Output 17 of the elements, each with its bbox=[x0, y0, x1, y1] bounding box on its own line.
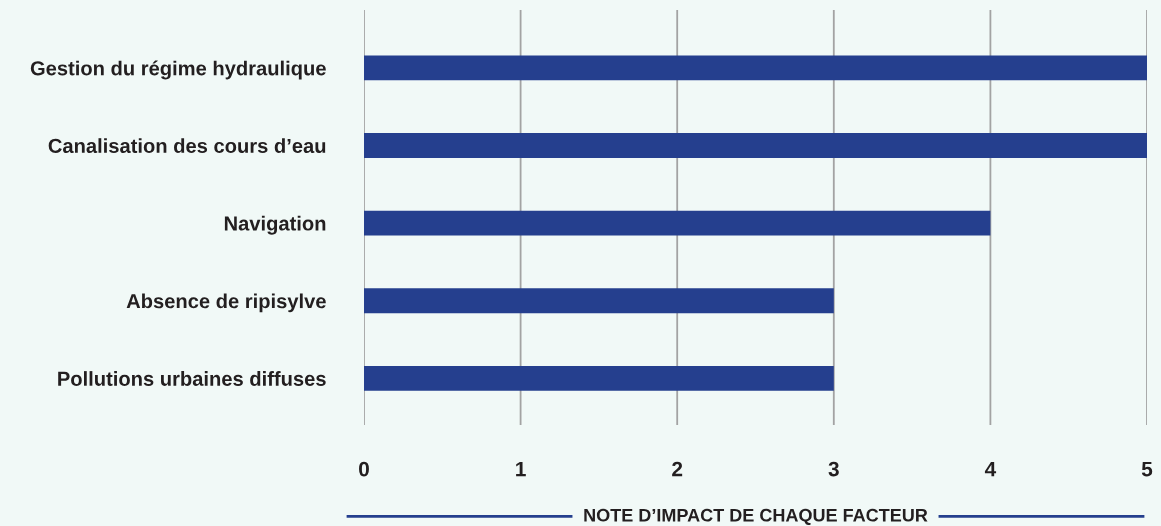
bar bbox=[364, 55, 1147, 81]
x-axis-title: NOTE D’IMPACT DE CHAQUE FACTEUR bbox=[584, 508, 928, 525]
y-tick-label: Gestion du régime hydraulique bbox=[30, 60, 326, 80]
y-tick-label: Canalisation des cours d’eau bbox=[48, 138, 326, 153]
x-tick-label: 4 bbox=[984, 461, 997, 477]
x-tick-label: 0 bbox=[359, 461, 369, 477]
y-tick-label: Absence de ripisylve bbox=[126, 293, 326, 313]
y-tick-label: Pollutions urbaines diffuses bbox=[58, 371, 326, 386]
bar bbox=[364, 288, 834, 314]
bar bbox=[364, 365, 834, 391]
x-tick-label: 3 bbox=[828, 461, 839, 477]
x-tick-label: 5 bbox=[1141, 461, 1153, 477]
x-tick-label: 2 bbox=[672, 461, 683, 477]
y-tick-label: Navigation bbox=[224, 215, 326, 235]
x-tick-label: 1 bbox=[516, 461, 526, 477]
bar bbox=[364, 133, 1147, 158]
bar bbox=[364, 210, 991, 236]
